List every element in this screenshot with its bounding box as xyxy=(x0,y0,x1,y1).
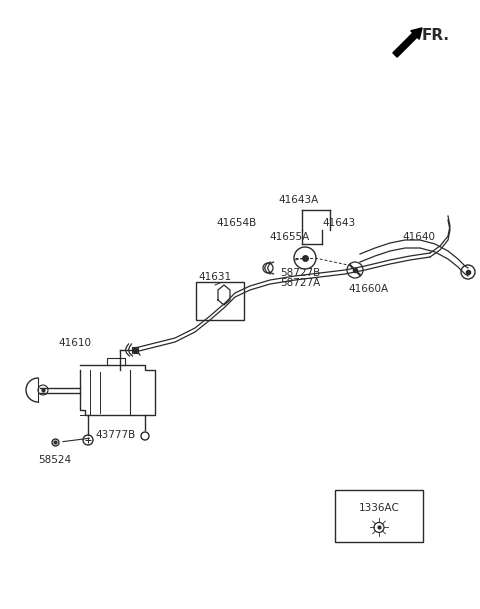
FancyArrow shape xyxy=(393,28,422,57)
Text: 41643A: 41643A xyxy=(279,195,319,205)
Text: 41631: 41631 xyxy=(198,272,231,282)
Text: 58727A: 58727A xyxy=(280,278,320,288)
Text: 41660A: 41660A xyxy=(348,284,388,294)
Text: 41640: 41640 xyxy=(402,232,435,242)
Text: FR.: FR. xyxy=(422,28,450,43)
Text: 41643: 41643 xyxy=(322,218,355,228)
Text: 58524: 58524 xyxy=(38,455,71,465)
Text: 41654B: 41654B xyxy=(217,218,257,228)
Text: 41610: 41610 xyxy=(58,338,91,348)
Text: 1336AC: 1336AC xyxy=(359,503,399,513)
Text: 58727B: 58727B xyxy=(280,268,320,278)
Bar xyxy=(196,282,244,320)
Text: 43777B: 43777B xyxy=(63,430,135,442)
Bar xyxy=(335,490,423,542)
Text: 41655A: 41655A xyxy=(269,232,309,242)
